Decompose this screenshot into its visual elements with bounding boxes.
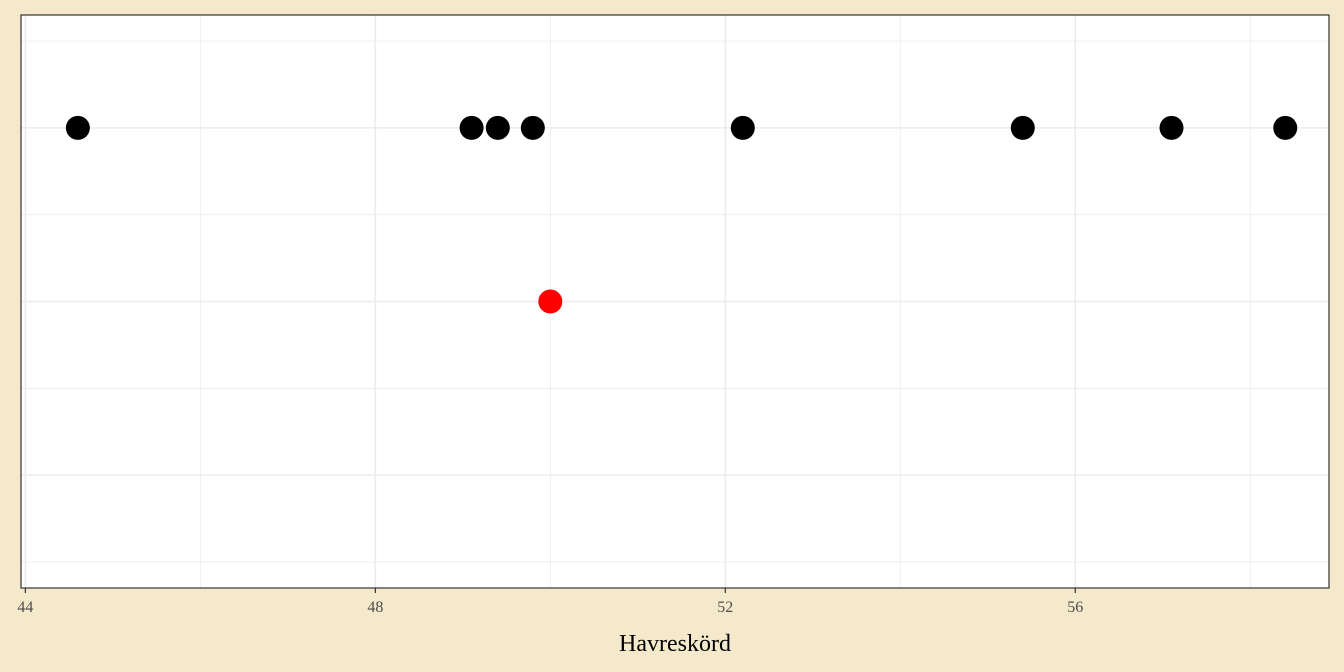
x-tick-label: 56	[1067, 599, 1083, 616]
data-point	[1273, 115, 1298, 140]
data-point	[459, 115, 484, 140]
points	[65, 115, 1298, 314]
data-point	[520, 115, 545, 140]
x-tick-label: 44	[17, 599, 33, 616]
grid	[21, 15, 1329, 588]
panel-border	[20, 14, 1330, 589]
x-axis: 44 48 52 56	[17, 588, 1083, 616]
data-point	[730, 115, 755, 140]
x-axis-title: Havreskörd	[619, 631, 731, 657]
x-tick-label: 48	[367, 599, 383, 616]
data-point	[1010, 115, 1035, 140]
data-point	[1159, 115, 1184, 140]
x-tick-label: 52	[717, 599, 733, 616]
data-point	[538, 289, 563, 314]
data-point	[485, 115, 510, 140]
data-point	[65, 115, 90, 140]
